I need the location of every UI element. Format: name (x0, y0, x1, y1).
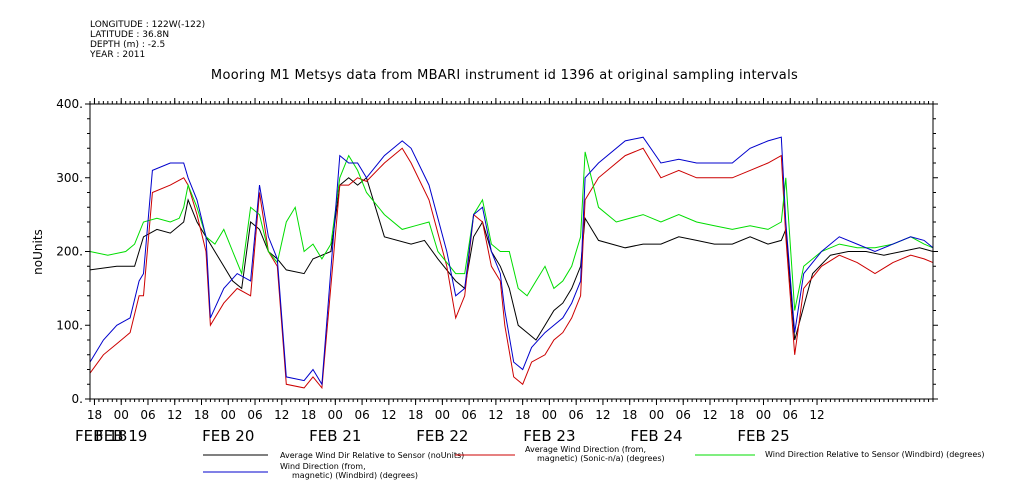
x-tick-label: 06 (461, 408, 476, 422)
x-tick-label: 06 (247, 408, 262, 422)
x-tick-label: 18 (515, 408, 530, 422)
x-tick-label: 18 (408, 408, 423, 422)
legend-label-3: Wind Direction Relative to Sensor (Windb… (765, 450, 985, 459)
x-tick-label: 18 (729, 408, 744, 422)
x-tick-label: 00 (221, 408, 236, 422)
x-tick-label: 00 (756, 408, 771, 422)
x-tick-label: 12 (809, 408, 824, 422)
x-tick-label: 12 (488, 408, 503, 422)
day-label: FEB 23 (523, 427, 575, 445)
meta-year: YEAR : 2011 (90, 50, 146, 60)
x-tick-label: 00 (114, 408, 129, 422)
meta-longitude: LONGITUDE : 122W(-122) (90, 20, 206, 30)
x-tick-label: 06 (354, 408, 369, 422)
day-label: FEB 21 (309, 427, 361, 445)
y-tick-label: 0. (72, 392, 83, 406)
x-tick-label: 06 (569, 408, 584, 422)
series-line-3 (89, 151, 934, 311)
day-label: FEB 19 (95, 427, 147, 445)
series-line-4 (89, 136, 934, 386)
x-tick-label: 18 (622, 408, 637, 422)
legend: Average Wind Dir Relative to Sensor (noU… (203, 445, 985, 480)
legend-label-1: Average Wind Dir Relative to Sensor (noU… (280, 451, 464, 460)
mooring-metadata: LONGITUDE : 122W(-122) LATITUDE : 36.8N DE… (90, 20, 205, 60)
y-tick-label: 200. (56, 245, 83, 259)
y-tick-label: 300. (56, 171, 83, 185)
meta-latitude: LATITUDE : 36.8N (90, 30, 170, 40)
y-tick-label: 400. (56, 97, 83, 111)
legend-label-4: Wind Direction (from, magnetic) (Windbird… (280, 462, 418, 480)
day-label: FEB 22 (416, 427, 468, 445)
day-label: FEB 24 (630, 427, 682, 445)
meta-depth: DEPTH (m) : -2.5 (90, 40, 166, 50)
day-label: FEB 20 (202, 427, 254, 445)
axes-group: 0. 100. 200. 300. 400. 18 00 06 12 18 00 06 12 18 00 06… (56, 97, 938, 445)
x-tick-label: 00 (328, 408, 343, 422)
series-line-1 (89, 176, 934, 341)
x-tick-label: 12 (274, 408, 289, 422)
series-group (89, 136, 934, 390)
day-label: FEB 18 (75, 427, 127, 445)
x-tick-label: 12 (595, 408, 610, 422)
y-axis-label: noUnits (31, 229, 45, 275)
x-tick-label: 00 (435, 408, 450, 422)
x-tick-label: 06 (140, 408, 155, 422)
y-tick-label: 100. (56, 318, 83, 332)
x-tick-label: 06 (676, 408, 691, 422)
x-tick-label: 12 (381, 408, 396, 422)
x-tick-label: 18 (87, 408, 102, 422)
x-tick-label: 18 (301, 408, 316, 422)
plot-frame (89, 103, 934, 400)
legend-label-2: Average Wind Direction (from, magnetic) (… (525, 445, 665, 463)
x-tick-label: 06 (783, 408, 798, 422)
x-tick-label: 00 (649, 408, 664, 422)
day-label: FEB 25 (737, 427, 789, 445)
x-tick-label: 00 (542, 408, 557, 422)
x-tick-label: 12 (167, 408, 182, 422)
x-tick-label: 12 (702, 408, 717, 422)
chart-title: Mooring M1 Metsys data from MBARI instru… (210, 68, 799, 83)
x-tick-label: 18 (194, 408, 209, 422)
